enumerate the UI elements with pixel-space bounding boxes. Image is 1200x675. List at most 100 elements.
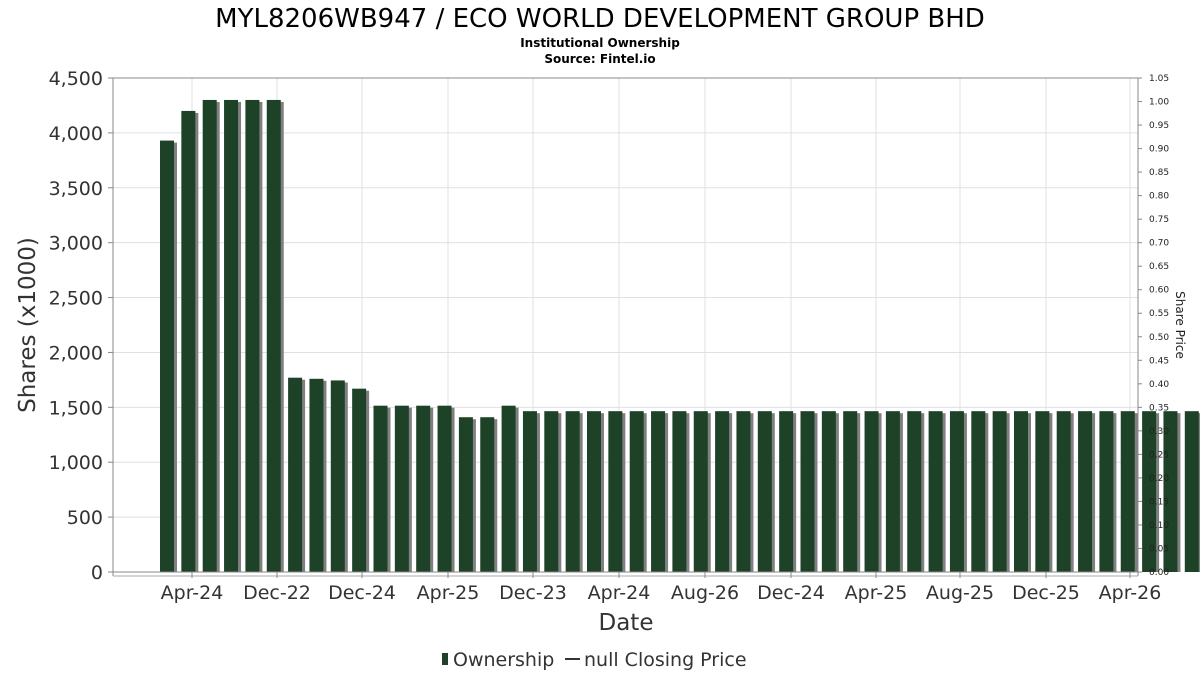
y-tick-label: 2,000: [49, 342, 103, 364]
y2-tick-label: 0.50: [1149, 333, 1169, 343]
x-tick-label: Aug-26: [671, 582, 739, 604]
bar: [373, 405, 388, 572]
bar: [651, 411, 666, 572]
y-tick-label: 0: [91, 562, 103, 584]
x-tick-label: Apr-25: [417, 582, 480, 604]
y2-tick-label: 0.05: [1149, 544, 1169, 554]
bar: [928, 411, 943, 572]
bar: [992, 411, 1007, 572]
bar: [1163, 411, 1178, 572]
bar: [224, 99, 239, 572]
bar: [522, 411, 537, 572]
bar: [394, 405, 409, 572]
bar: [288, 377, 303, 572]
y-tick-label: 4,000: [49, 123, 103, 145]
bar: [309, 378, 324, 572]
y2-tick-label: 0.25: [1149, 450, 1169, 460]
y-tick-label: 500: [67, 507, 103, 529]
chart-subtitle: Institutional Ownership: [520, 36, 680, 50]
bar: [1014, 411, 1028, 572]
legend: Ownership null Closing Price: [442, 649, 747, 671]
y2-axis-title: Share Price: [1173, 291, 1187, 359]
x-axis-title: Date: [599, 610, 654, 636]
bar: [1099, 411, 1114, 572]
bar: [1078, 411, 1093, 572]
y2-tick-label: 0.20: [1149, 474, 1169, 484]
chart-source: Source: Fintel.io: [544, 52, 655, 66]
y2-tick-label: 0.00: [1149, 568, 1169, 578]
bar: [480, 417, 495, 572]
bar: [821, 411, 836, 572]
bar: [587, 411, 601, 572]
x-tick-label: Aug-25: [926, 582, 994, 604]
y2-axis-ticks: 0.00 0.05 0.10 0.15 0.20 0.25 0.30 0.35 0.40 0.45…: [1138, 74, 1169, 578]
x-axis-ticks: Apr-24 Dec-22 Dec-24 Apr-25 Dec-23 Apr-24 Aug-…: [161, 572, 1162, 604]
bar: [458, 417, 473, 572]
bar: [843, 411, 858, 572]
y-tick-label: 1,500: [49, 397, 103, 419]
y2-tick-label: 0.75: [1149, 215, 1169, 225]
x-tick-label: Dec-24: [757, 582, 825, 604]
y-axis-ticks: 0 500 1,000 1,500 2,000 2,500 3,000 3,500 4,000 4…: [49, 68, 113, 584]
bar: [501, 405, 516, 572]
bar: [437, 405, 452, 572]
legend-ownership-label: Ownership: [453, 649, 554, 671]
bar: [544, 411, 559, 572]
bar: [949, 411, 964, 572]
y2-tick-label: 0.65: [1149, 262, 1169, 272]
bar: [715, 411, 730, 572]
axes: [109, 77, 1142, 577]
x-tick-label: Dec-24: [328, 582, 396, 604]
bars: [160, 99, 1200, 572]
y-tick-label: 3,500: [49, 178, 103, 200]
x-tick-label: Dec-23: [499, 582, 567, 604]
bar: [971, 411, 986, 572]
bar: [1184, 411, 1199, 572]
y2-tick-label: 0.80: [1149, 192, 1169, 202]
bar: [160, 140, 174, 572]
bar: [736, 411, 751, 572]
y2-tick-label: 0.15: [1149, 497, 1169, 507]
bar: [864, 411, 879, 572]
y2-tick-label: 0.35: [1149, 403, 1169, 413]
legend-price-label: null Closing Price: [584, 649, 747, 671]
bar: [1056, 411, 1071, 572]
y2-tick-label: 0.55: [1149, 309, 1169, 319]
y2-tick-label: 0.95: [1149, 121, 1169, 131]
y2-tick-label: 0.70: [1149, 239, 1169, 249]
y2-tick-label: 0.40: [1149, 380, 1169, 390]
bar: [907, 411, 922, 572]
y2-tick-label: 0.60: [1149, 286, 1169, 296]
y-tick-label: 4,500: [49, 68, 103, 90]
bar: [1120, 411, 1135, 572]
legend-ownership-swatch: [442, 653, 448, 665]
bar: [1142, 411, 1157, 572]
bar: [330, 380, 345, 572]
bar: [779, 411, 794, 572]
y-tick-label: 2,500: [49, 288, 103, 310]
x-tick-label: Apr-25: [845, 582, 908, 604]
x-tick-label: Apr-24: [161, 582, 224, 604]
bar: [693, 411, 708, 572]
y2-tick-label: 1.05: [1149, 74, 1169, 84]
bar: [800, 411, 815, 572]
y2-tick-label: 1.00: [1149, 98, 1169, 108]
bar: [181, 110, 196, 572]
bar: [202, 99, 217, 572]
y2-tick-label: 0.10: [1149, 521, 1169, 531]
y-tick-label: 1,000: [49, 452, 103, 474]
plot-area: [113, 78, 1138, 572]
x-tick-label: Apr-24: [588, 582, 651, 604]
y2-tick-label: 0.85: [1149, 168, 1169, 178]
x-tick-label: Dec-22: [243, 582, 311, 604]
y2-tick-label: 0.45: [1149, 356, 1169, 366]
y-tick-label: 3,000: [49, 233, 103, 255]
bar: [352, 388, 367, 572]
chart-title: MYL8206WB947 / ECO WORLD DEVELOPMENT GRO…: [215, 4, 985, 34]
bar: [757, 411, 772, 572]
x-tick-label: Apr-26: [1099, 582, 1162, 604]
bar: [245, 99, 260, 572]
y-axis-title: Shares (x1000): [15, 237, 41, 413]
bar: [1035, 411, 1050, 572]
